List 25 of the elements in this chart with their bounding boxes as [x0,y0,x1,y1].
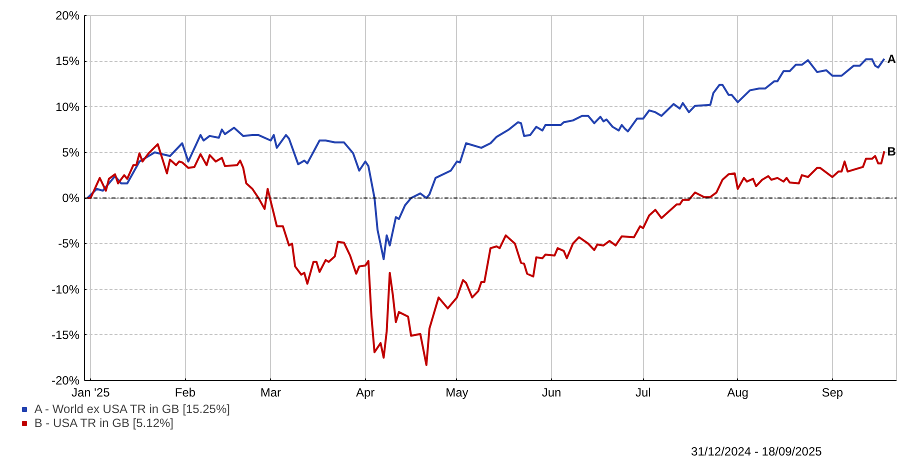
x-tick-label: Jun [542,386,562,400]
legend-label: B - USA TR in GB [5.12%] [34,416,174,430]
x-tick-label: Sep [822,386,844,400]
line-series [86,143,886,366]
y-tick-label: 20% [55,8,80,22]
y-tick-label: 5% [62,145,80,160]
line-series [86,58,886,260]
x-tick-label: May [446,386,468,400]
y-tick-label: 10% [55,100,80,114]
annotation: A [887,52,896,66]
x-tick-label: Jan '25 [71,386,110,400]
y-tick-label: -10% [51,282,80,296]
x-tick-label: Mar [260,386,282,400]
legend-label: A - World ex USA TR in GB [15.25%] [34,402,230,416]
y-tick-label: -5% [58,236,80,251]
x-tick-label: Feb [174,386,196,400]
x-tick-label: Jul [635,386,651,400]
y-tick-label: -20% [51,374,80,388]
x-tick-label: Aug [727,386,748,400]
text: 31/12/2024 - 18/09/2025 [691,444,822,458]
y-tick-label: 0% [62,191,80,205]
x-tick-label: Apr [356,386,375,400]
y-tick-label: -15% [51,328,80,342]
annotation: B [887,144,896,158]
y-tick-label: 15% [55,54,80,68]
